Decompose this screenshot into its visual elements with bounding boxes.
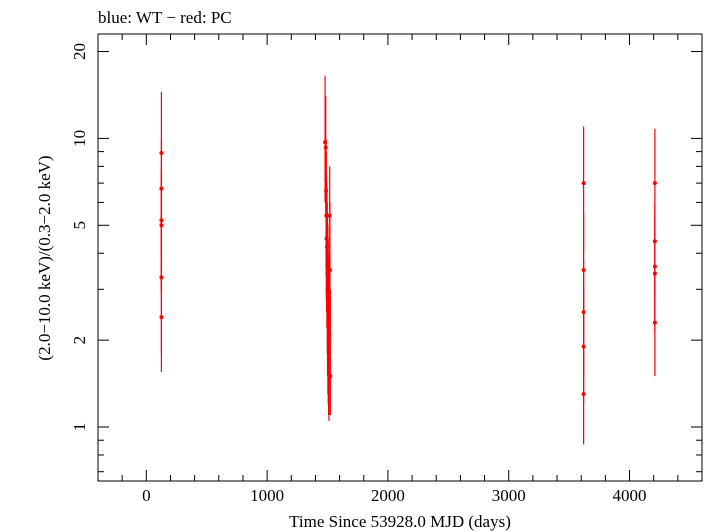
x-tick-label: 2000 (371, 486, 405, 505)
data-point (581, 181, 586, 186)
x-tick-label: 1000 (250, 486, 284, 505)
chart-marks (159, 75, 657, 445)
y-tick-label: 10 (70, 130, 89, 147)
chart-title: blue: WT − red: PC (98, 8, 232, 27)
y-axis-label: (2.0−10.0 keV)/(0.3−2.0 keV) (35, 155, 54, 360)
data-point (652, 181, 657, 186)
x-tick-label: 3000 (492, 486, 526, 505)
y-tick-label: 1 (70, 423, 89, 432)
chart-axes: 0 1000 2000 3000 4000 1 2 5 10 20 (70, 34, 703, 505)
x-axis-label: Time Since 53928.0 MJD (days) (289, 512, 511, 531)
x-tick-label: 4000 (613, 486, 647, 505)
data-point (159, 315, 164, 320)
y-tick-label: 20 (70, 43, 89, 60)
plot-frame (97, 33, 703, 482)
y-tick-label: 2 (70, 336, 89, 345)
data-point (328, 374, 333, 379)
x-tick-label: 0 (142, 486, 151, 505)
data-point (581, 392, 586, 397)
y-tick-label: 5 (70, 221, 89, 230)
data-point (652, 320, 657, 325)
data-point (327, 267, 332, 272)
